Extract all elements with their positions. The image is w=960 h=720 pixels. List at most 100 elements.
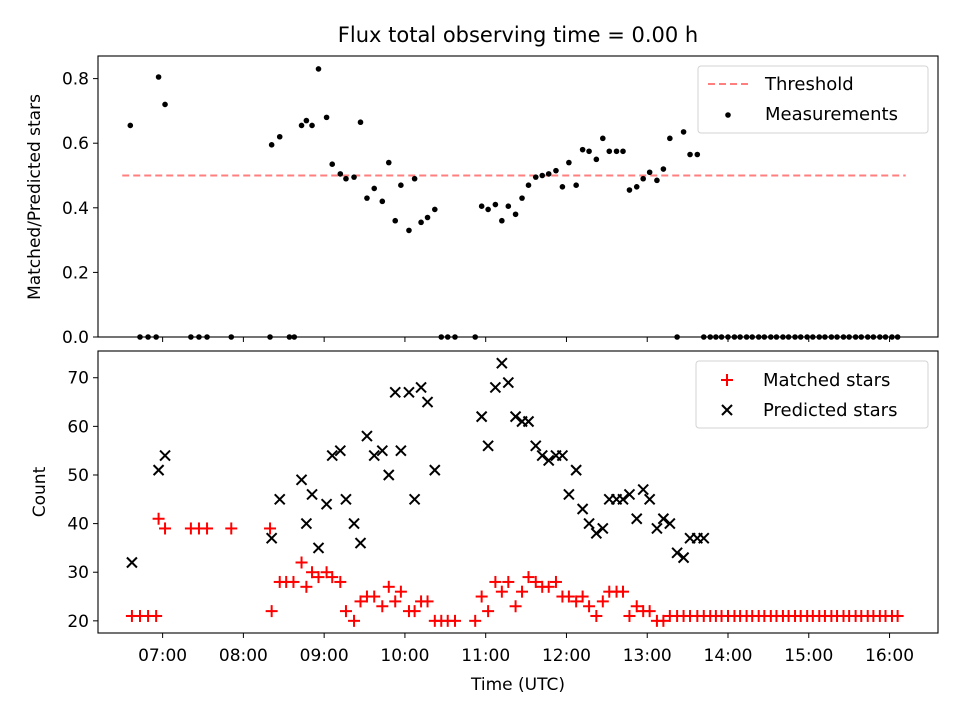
matched-star-point — [891, 609, 904, 622]
matched-star-point — [643, 605, 656, 618]
measurement-point — [303, 117, 310, 124]
measurement-point — [337, 171, 344, 177]
top-legend-box — [697, 65, 929, 134]
predicted-star-point — [334, 444, 347, 457]
matched-star-point — [312, 571, 325, 584]
predicted-star-point — [368, 449, 380, 462]
x-axis-label: Time (UTC) — [470, 675, 565, 695]
measurement-point — [268, 142, 275, 148]
predicted-star-point — [617, 493, 629, 506]
legend-measurements-label: Measurements — [765, 104, 898, 125]
measurement-point — [545, 171, 552, 177]
predicted-star-point — [295, 474, 308, 486]
measurement-point — [613, 148, 620, 155]
measurement-point — [351, 174, 357, 180]
measurement-point — [606, 148, 613, 155]
bottom-y-tick-label: 30 — [67, 563, 89, 583]
matched-star-point — [449, 614, 461, 627]
top-y-axis-label: Matched/Predicted stars — [25, 94, 45, 300]
legend-predicted-label: Predicted stars — [763, 400, 897, 421]
bottom-x-tick-label: 13:00 — [623, 646, 672, 666]
top-y-axis: 0.0 0.2 0.4 0.6 0.8 — [62, 70, 98, 348]
bottom-x-tick-label: 12:00 — [542, 646, 591, 666]
measurement-point — [492, 201, 499, 208]
predicted-star-point — [623, 488, 636, 501]
matched-star-point — [549, 575, 562, 588]
matched-star-point — [306, 566, 319, 579]
measurement-point — [162, 101, 168, 108]
matched-star-point — [583, 600, 596, 613]
measurement-point — [418, 219, 424, 226]
legend-matched-label: Matched stars — [763, 370, 890, 391]
predicted-star-point — [489, 381, 502, 394]
legend-predicted-swatch — [721, 404, 733, 416]
predicted-star-point — [542, 454, 555, 467]
predicted-star-point — [126, 556, 138, 569]
measurement-point — [553, 167, 559, 174]
legend-matched-swatch — [721, 374, 733, 386]
matched-star-point — [159, 522, 172, 535]
predicted-star-point — [671, 547, 683, 559]
matched-star-point — [300, 580, 313, 593]
measurement-point — [600, 135, 606, 142]
legend-threshold-label: Threshold — [764, 74, 854, 95]
measurement-point — [379, 198, 386, 205]
matched-star-point — [657, 614, 670, 627]
bottom-y-axis-label: Count — [30, 466, 50, 517]
matched-star-point — [334, 575, 347, 588]
predicted-star-point — [326, 449, 338, 462]
predicted-star-point — [509, 410, 522, 423]
matched-star-point — [287, 575, 300, 588]
bottom-x-tick-label: 15:00 — [784, 646, 833, 666]
measurement-point — [411, 175, 418, 182]
predicted-star-point — [389, 386, 401, 399]
matched-star-point — [482, 605, 495, 618]
top-x-axis-ticks — [162, 337, 891, 342]
measurement-point — [593, 156, 600, 163]
measurement-point — [539, 172, 546, 179]
matched-star-point — [382, 580, 395, 593]
measurement-point — [694, 151, 701, 158]
predicted-star-point — [563, 488, 575, 501]
predicted-star-point — [536, 449, 548, 462]
matched-star-point — [389, 595, 402, 608]
matched-star-point — [150, 609, 163, 622]
measurement-point — [343, 175, 349, 182]
measurement-point — [646, 169, 653, 176]
measurement-point — [385, 159, 392, 166]
measurement-point — [586, 148, 592, 155]
matched-star-point — [562, 590, 575, 603]
matched-star-point — [495, 585, 508, 598]
matched-star-point — [623, 609, 636, 622]
matched-star-point — [201, 522, 214, 535]
bottom-y-tick-label: 70 — [67, 369, 89, 389]
matched-star-point — [630, 600, 643, 613]
bottom-x-tick-label: 09:00 — [300, 646, 349, 666]
measurement-point — [357, 119, 364, 126]
predicted-star-point — [361, 430, 373, 442]
predicted-star-point — [677, 551, 690, 564]
predicted-star-point — [482, 440, 494, 452]
measurement-point — [485, 206, 491, 213]
matched-star-point — [152, 512, 165, 525]
predicted-star-point — [637, 483, 649, 496]
predicted-star-point — [421, 396, 434, 408]
predicted-star-point — [590, 527, 603, 540]
measurement-point — [559, 184, 566, 190]
predicted-star-point — [265, 532, 278, 544]
matched-star-point — [502, 575, 515, 588]
matched-star-point — [522, 571, 535, 584]
predicted-star-point — [306, 488, 318, 501]
measurement-point — [406, 227, 412, 234]
measurement-point — [579, 146, 586, 153]
predicted-star-point — [475, 410, 488, 423]
bottom-y-axis: 20 30 40 50 60 70 — [67, 369, 98, 632]
matched-star-point — [295, 556, 308, 569]
measurement-point — [687, 151, 693, 158]
matched-star-point — [326, 571, 339, 584]
measurement-point — [315, 66, 322, 72]
predicted-star-point — [152, 464, 165, 476]
predicted-star-point — [376, 444, 389, 457]
predicted-star-point — [502, 376, 515, 389]
matched-star-point — [509, 600, 522, 613]
